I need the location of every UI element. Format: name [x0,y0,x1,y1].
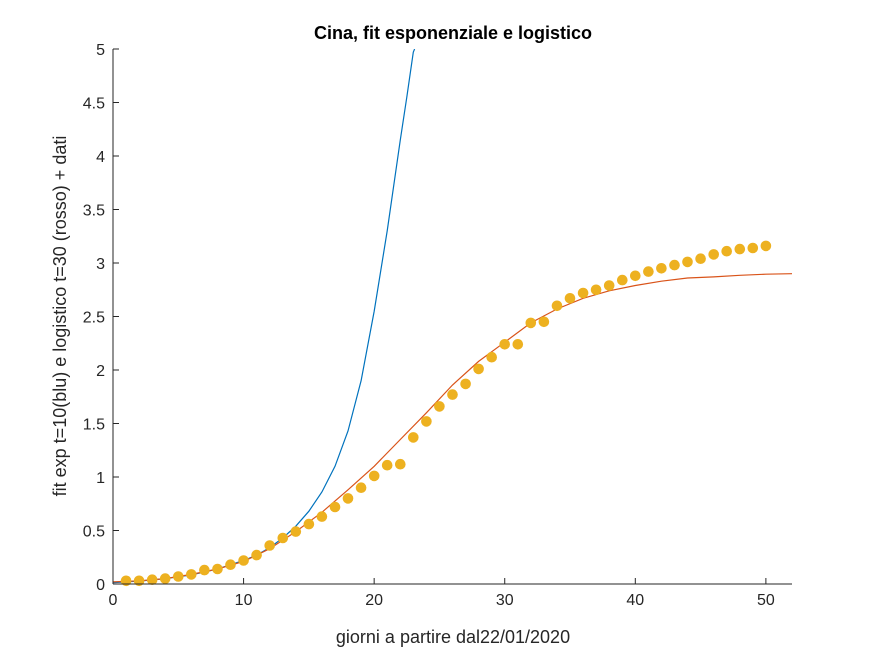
data-point [551,300,563,312]
data-point [225,559,236,570]
data-point [133,575,145,587]
data-point [264,540,276,551]
data-point [499,339,511,350]
x-tick-label: 50 [757,592,775,609]
data-point [734,243,746,255]
data-point [408,432,419,443]
x-tick-label: 10 [235,592,253,609]
y-tick-label: 1.5 [83,417,105,434]
data-point [316,511,328,522]
y-tick-label: 2.5 [83,310,105,327]
data-point [212,563,223,575]
data-point [695,253,706,264]
x-tick-label: 0 [109,592,118,609]
data-point [460,378,471,390]
x-tick-label: 40 [626,592,644,609]
data-point [447,389,458,400]
x-tick-label: 20 [365,592,383,609]
data-point [682,256,693,268]
data-point [434,401,445,412]
y-tick-label: 0.5 [83,524,105,541]
data-point [342,493,354,504]
data-point [564,293,576,304]
data-point [590,284,602,296]
data-point [120,575,132,587]
data-point [603,280,615,291]
data-point [277,532,289,544]
plot-area [113,49,792,587]
data-point [238,555,249,566]
data-point [251,549,262,561]
axes: 0 10 20 30 40 50 0 0.5 1 1.5 2 2.5 3 3.5 4 4.5 5 [83,42,792,609]
data-point [368,470,380,482]
y-tick-label: 3.5 [83,203,105,220]
data-point [630,270,641,282]
chart-title: Cina, fit esponenziale e logistico [314,23,592,43]
data-point [747,242,759,254]
data-point [186,569,197,580]
data-point [538,316,550,328]
data-point [577,287,589,299]
y-tick-label: 3 [96,256,105,273]
data-point [381,459,393,471]
x-axis-label: giorni a partire dal22/01/2020 [336,627,570,647]
data-point [303,518,315,530]
y-tick-label: 2 [96,363,105,380]
data-point [146,574,158,585]
data-point [159,573,171,584]
x-tick-label: 30 [496,592,514,609]
data-point [617,274,628,286]
data-point [656,263,667,274]
data-point [708,249,719,260]
data-point [643,266,654,277]
y-tick-label: 5 [96,42,105,59]
data-point [329,501,341,513]
data-point [395,458,406,470]
data-point [512,339,524,350]
data-point [473,363,484,375]
data-point [355,482,367,494]
y-tick-label: 4 [96,149,105,166]
data-point [486,351,498,363]
data-point [525,317,537,329]
data-point [669,259,680,271]
exponential-fit-line [113,49,416,584]
logistic-fit-line [113,273,792,583]
data-point [173,571,184,582]
y-axis-label: fit exp t=10(blu) e logistico t=30 (ross… [50,136,70,497]
data-point [760,240,772,252]
y-tick-label: 1 [96,470,105,487]
y-tick-label: 0 [96,577,105,594]
data-point [421,416,432,427]
data-point [290,526,302,537]
data-point [199,564,210,576]
data-point [721,245,732,257]
y-tick-label: 4.5 [83,96,105,113]
